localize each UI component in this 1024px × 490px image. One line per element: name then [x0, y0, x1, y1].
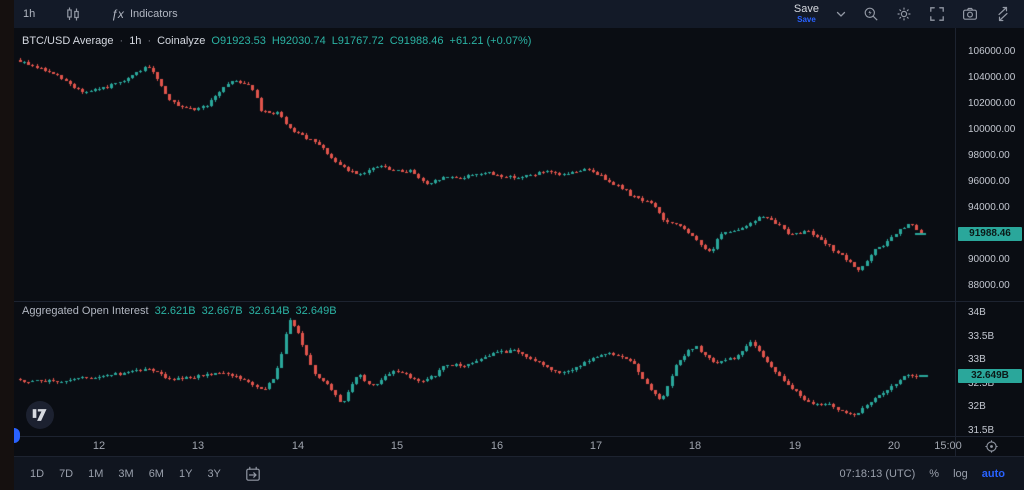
oi-axis-tick: 34B — [968, 307, 986, 318]
time-axis-tick: 17 — [589, 440, 603, 452]
price-axis-tick: 88000.00 — [968, 280, 1010, 291]
time-axis-border — [14, 436, 1024, 437]
oi-open: 32.621B — [154, 305, 196, 317]
price-axis-tick: 100000.00 — [968, 124, 1016, 135]
time-axis-tick: 13 — [191, 440, 205, 452]
interval-button[interactable]: 1h — [23, 0, 35, 28]
indicators-label: Indicators — [129, 8, 178, 20]
log-scale-button[interactable]: log — [953, 467, 968, 480]
save-hint: Save — [797, 15, 816, 24]
time-axis-tick: 15:00 — [934, 440, 962, 452]
symbol-title: BTC/USD Average — [22, 35, 114, 47]
fx-icon: ƒx — [111, 7, 124, 21]
time-axis[interactable]: 12 13 14 15 16 17 18 19 20 15:00 — [14, 437, 1024, 456]
range-button-1y[interactable]: 1Y — [178, 467, 193, 480]
auto-scale-button[interactable]: auto — [981, 467, 1005, 480]
percent-scale-button[interactable]: % — [929, 467, 940, 480]
time-axis-tick: 18 — [688, 440, 702, 452]
oi-axis-tick: 33B — [968, 354, 986, 365]
fullscreen-icon[interactable] — [929, 6, 945, 22]
chart-canvas[interactable] — [14, 28, 955, 436]
range-button-3m[interactable]: 3M — [118, 467, 134, 480]
top-toolbar-left: 1h ƒx Indicators — [14, 0, 178, 28]
chart-area: BTC/USD Average · 1h · Coinalyze O91923.… — [14, 28, 1024, 456]
ohlc-low: L91767.72 — [331, 35, 384, 47]
price-axis-tick: 94000.00 — [968, 202, 1010, 213]
oi-axis-tick: 33.5B — [968, 330, 995, 342]
time-axis-tick: 20 — [887, 440, 901, 452]
range-button-1m[interactable]: 1M — [88, 467, 104, 480]
legend-interval: 1h — [129, 35, 142, 47]
candles-icon[interactable] — [65, 6, 81, 22]
time-axis-tick: 12 — [92, 440, 106, 452]
time-axis-tick: 19 — [788, 440, 802, 452]
price-axis-tick: 90000.00 — [968, 254, 1010, 265]
price-axis-tick: 102000.00 — [968, 98, 1016, 109]
time-axis-tick: 16 — [490, 440, 504, 452]
left-edge-strip — [0, 0, 14, 490]
range-button-1d[interactable]: 1D — [30, 467, 45, 480]
ohlc-close: C91988.46 — [389, 35, 444, 47]
tradingview-logo[interactable] — [26, 401, 54, 429]
price-axis-tick: 106000.00 — [968, 46, 1016, 57]
price-axis-tick: 98000.00 — [968, 150, 1010, 161]
settings-gear-icon[interactable] — [896, 6, 912, 22]
bottom-toolbar: 1D 7D 1M 3M 6M 1Y 3Y 07:18:13 (UTC) % log auto — [14, 456, 1024, 490]
range-button-7d[interactable]: 7D — [59, 467, 74, 480]
oi-axis-tick: 31.5B — [968, 424, 995, 436]
oi-title: Aggregated Open Interest — [22, 305, 149, 317]
legend-source: Coinalyze — [157, 35, 206, 47]
save-button[interactable]: Save Save — [794, 4, 819, 24]
price-axis-tick: 96000.00 — [968, 176, 1010, 187]
main-series-legend[interactable]: BTC/USD Average · 1h · Coinalyze O91923.… — [22, 35, 531, 47]
pane-separator[interactable] — [14, 301, 1024, 302]
legend-separator: · — [147, 35, 152, 47]
legend-separator: · — [119, 35, 124, 47]
open-interest-legend[interactable]: Aggregated Open Interest 32.621B 32.667B… — [22, 305, 337, 317]
price-axis-tick: 104000.00 — [968, 72, 1016, 83]
oi-high: 32.667B — [201, 305, 243, 317]
top-toolbar: 1h ƒx Indicators Save Save — [14, 0, 1024, 28]
oi-close: 32.649B — [295, 305, 337, 317]
save-label: Save — [793, 3, 819, 15]
last-oi-badge: 32.649B — [958, 369, 1022, 384]
ohlc-high: H92030.74 — [271, 35, 326, 47]
camera-snapshot-icon[interactable] — [962, 6, 978, 22]
left-edge-tab[interactable] — [14, 428, 20, 443]
ohlc-change: +61.21 (+0.07%) — [449, 35, 532, 47]
range-button-3y[interactable]: 3Y — [207, 467, 221, 480]
interval-label: 1h — [23, 8, 36, 20]
top-toolbar-right: Save Save — [794, 4, 1024, 24]
bottom-toolbar-right: 07:18:13 (UTC) % log auto — [839, 468, 1024, 480]
time-axis-tick: 15 — [390, 440, 404, 452]
ohlc-open: O91923.53 — [211, 35, 266, 47]
go-to-date-icon[interactable] — [245, 466, 261, 482]
price-axis-border — [955, 28, 956, 456]
range-buttons: 1D 7D 1M 3M 6M 1Y 3Y — [14, 466, 261, 482]
axis-settings-gear-icon[interactable] — [984, 439, 999, 454]
oi-axis-tick: 32B — [968, 401, 986, 412]
last-price-badge: 91988.46 — [958, 227, 1022, 242]
range-button-6m[interactable]: 6M — [148, 467, 164, 480]
clock-utc[interactable]: 07:18:13 (UTC) — [839, 467, 916, 480]
time-axis-tick: 14 — [291, 440, 305, 452]
indicators-button[interactable]: ƒx Indicators — [111, 0, 177, 28]
swap-arrows-icon[interactable] — [995, 6, 1011, 22]
chevron-down-icon[interactable] — [836, 10, 846, 18]
quick-search-icon[interactable] — [863, 6, 879, 22]
oi-low: 32.614B — [248, 305, 290, 317]
